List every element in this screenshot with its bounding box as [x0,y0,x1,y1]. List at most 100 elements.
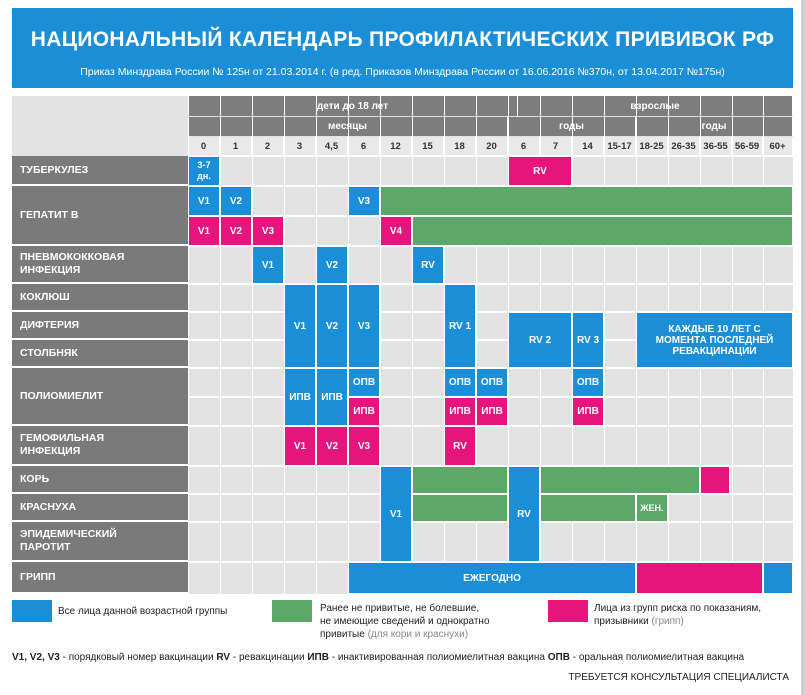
hepb-v3-cell: V3 [348,186,380,216]
page-subtitle: Приказ Минздрава России № 125н от 21.03.… [80,66,725,78]
legend-pink-swatch [548,600,588,622]
age-column-header: 6 [508,137,540,156]
header-children: дети до 18 лет [188,96,518,116]
age-column-header: 15-17 [604,137,636,156]
column-divider [252,96,253,594]
flu-yearly-cell: ЕЖЕГОДНО [348,562,636,594]
hib-v2-cell: V2 [316,426,348,466]
hepb-v1-cell: V1 [188,186,220,216]
legend-pink-note: (грипп) [651,616,684,627]
age-column-header: 56-59 [732,137,763,156]
mmr-v1-cell: V1 [380,466,412,562]
age-column-header: 3 [284,137,316,156]
pneumo-v2-cell: V2 [316,246,348,284]
polio-ipv2-cell: ИПВ [316,368,348,426]
rubella-catchup-cell-2 [540,494,636,522]
hib-rv-cell: RV [444,426,476,466]
column-divider [188,96,189,594]
row-label-pertussis: КОКЛЮШ [12,284,188,312]
row-divider [188,245,793,247]
age-column-header: 15 [412,137,444,156]
rubella-catchup-cell-1 [412,494,508,522]
hepb-risk-v2-cell: V2 [220,216,252,246]
consultation-note: ТРЕБУЕТСЯ КОНСУЛЬТАЦИЯ СПЕЦИАЛИСТА [568,672,789,683]
row-label-hepatitis-b: ГЕПАТИТ В [12,186,188,246]
age-column-header: 60+ [763,137,793,156]
row-label-tetanus: СТОЛБНЯК [12,340,188,368]
row-label-mumps: ЭПИДЕМИЧЕСКИЙ ПАРОТИТ [12,522,188,562]
legend-green-text: Ранее не привитые, не болевшие, не имеющ… [320,602,490,641]
row-label-measles: КОРЬ [12,466,188,494]
row-divider [188,283,793,285]
column-divider [793,96,794,594]
age-column-header: 12 [380,137,412,156]
measles-catchup-cell-1 [412,466,508,494]
dtp-v2-cell: V2 [316,284,348,368]
vaccination-table: дети до 18 лет взрослые месяцы годы годы… [12,96,794,594]
legend-blue-swatch [12,600,52,622]
hepb-catchup-cell-1 [380,186,793,216]
hepb-risk-v4-cell: V4 [380,216,412,246]
hib-v1-cell: V1 [284,426,316,466]
column-divider [412,96,413,594]
pneumo-rv-cell: RV [412,246,444,284]
polio-ipv20-cell: ИПВ [476,397,508,426]
measles-catchup-cell-2 [540,466,700,494]
dtp-v1-cell: V1 [284,284,316,368]
header-banner: НАЦИОНАЛЬНЫЙ КАЛЕНДАРЬ ПРОФИЛАКТИЧЕСКИХ … [12,8,793,88]
age-column-header: 26-35 [668,137,700,156]
row-divider [188,425,793,427]
hepb-v2-cell: V2 [220,186,252,216]
hib-v3-cell: V3 [348,426,380,466]
legend-pink-line1: Лица из групп риска по показаниям, [594,603,762,614]
side-strip [801,0,805,695]
dtp-rv1-cell: RV 1 [444,284,476,368]
legend-green-line2: не имеющие сведений и однократно [320,616,490,627]
flu-risk-cell [636,562,763,594]
legend-pink-line2: призывники [594,616,649,627]
abbr-opv: ОПВ [547,652,570,663]
header-years-adults: годы [636,117,793,136]
row-label-pneumococcal: ПНЕВМОКОККОВАЯ ИНФЕКЦИЯ [12,246,188,284]
age-column-header: 6 [348,137,380,156]
pneumo-v1-cell: V1 [252,246,284,284]
abbr-ipv: ИПВ [307,652,329,663]
row-divider [188,521,793,523]
polio-opv6-cell: ОПВ [348,368,380,397]
polio-opv20-cell: ОПВ [476,368,508,397]
age-column-header: 14 [572,137,604,156]
age-column-header: 7 [540,137,572,156]
polio-ipv18-cell: ИПВ [444,397,476,426]
row-label-tuberculosis: ТУБЕРКУЛЕЗ [12,156,188,186]
age-column-header: 18 [444,137,476,156]
row-label-rubella: КРАСНУХА [12,494,188,522]
column-divider [604,96,605,594]
tb-rv-cell: RV [508,156,572,186]
page-title: НАЦИОНАЛЬНЫЙ КАЛЕНДАРЬ ПРОФИЛАКТИЧЕСКИХ … [30,28,775,51]
row-divider [188,339,793,341]
legend-green-line1: Ранее не привитые, не болевшие, [320,603,480,614]
hepb-risk-v3-cell: V3 [252,216,284,246]
row-label-polio: ПОЛИОМИЕЛИТ [12,368,188,426]
dtp-rv3-cell: RV 3 [572,312,604,368]
column-divider [476,96,477,594]
tb-newborn-cell: 3-7 дн. [188,156,220,186]
age-column-header: 2 [252,137,284,156]
abbr-opv-text: - оральная полиомиелитная вакцина [569,652,745,663]
legend-pink-text: Лица из групп риска по показаниям, призы… [594,602,761,628]
rubella-women-cell: ЖЕН. [636,494,668,522]
polio-ipv1-cell: ИПВ [284,368,316,426]
age-column-header: 1 [220,137,252,156]
hepb-catchup-cell-2 [412,216,793,246]
legend-green-note: (для кори и краснухи) [367,629,469,640]
age-column-header: 4,5 [316,137,348,156]
abbr-ipv-text: - инактивированная полиомиелитная вакцин… [328,652,548,663]
legend-blue-text: Все лица данной возрастной группы [58,606,228,617]
abbr-rv-text: - ревакцинации [230,652,308,663]
header-adults: взрослые [518,96,793,116]
row-label-diphtheria: ДИФТЕРИЯ [12,312,188,340]
mmr-rv-cell: RV [508,466,540,562]
legend-green-swatch [272,600,312,622]
legend-green-line3: привитые [320,629,365,640]
abbr-v: V1, V2, V3 [12,652,60,663]
